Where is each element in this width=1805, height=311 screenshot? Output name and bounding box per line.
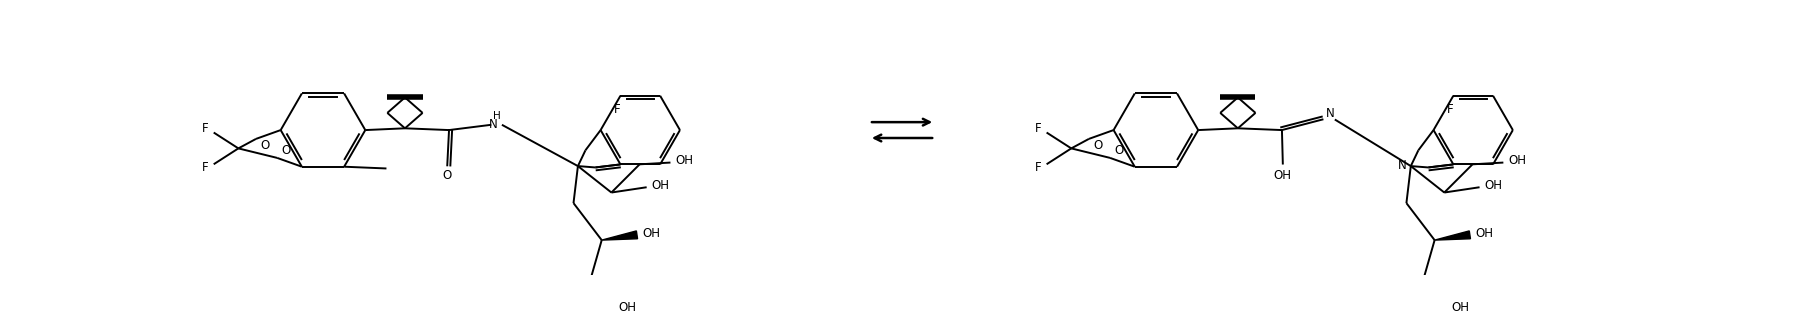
Text: OH: OH (652, 179, 670, 192)
Text: O: O (1094, 139, 1103, 152)
Text: F: F (1034, 123, 1041, 136)
Text: N: N (1327, 107, 1334, 120)
Text: OH: OH (619, 301, 637, 311)
Text: F: F (1446, 103, 1453, 116)
Text: F: F (614, 103, 621, 116)
Text: OH: OH (1451, 301, 1469, 311)
Text: OH: OH (643, 227, 661, 239)
Text: H: H (493, 111, 500, 121)
Text: OH: OH (1475, 227, 1493, 239)
Text: O: O (260, 139, 269, 152)
Polygon shape (601, 231, 637, 240)
Text: F: F (202, 161, 208, 174)
Text: N: N (489, 118, 498, 131)
Text: OH: OH (1509, 154, 1527, 167)
Text: O: O (282, 144, 291, 157)
Text: O: O (1114, 144, 1123, 157)
Text: N: N (1397, 159, 1406, 172)
Text: OH: OH (1274, 169, 1292, 182)
Text: F: F (1034, 161, 1041, 174)
Polygon shape (1435, 231, 1471, 240)
Text: F: F (202, 123, 208, 136)
Text: OH: OH (1486, 179, 1504, 192)
Text: O: O (442, 169, 451, 183)
Text: OH: OH (675, 154, 693, 167)
